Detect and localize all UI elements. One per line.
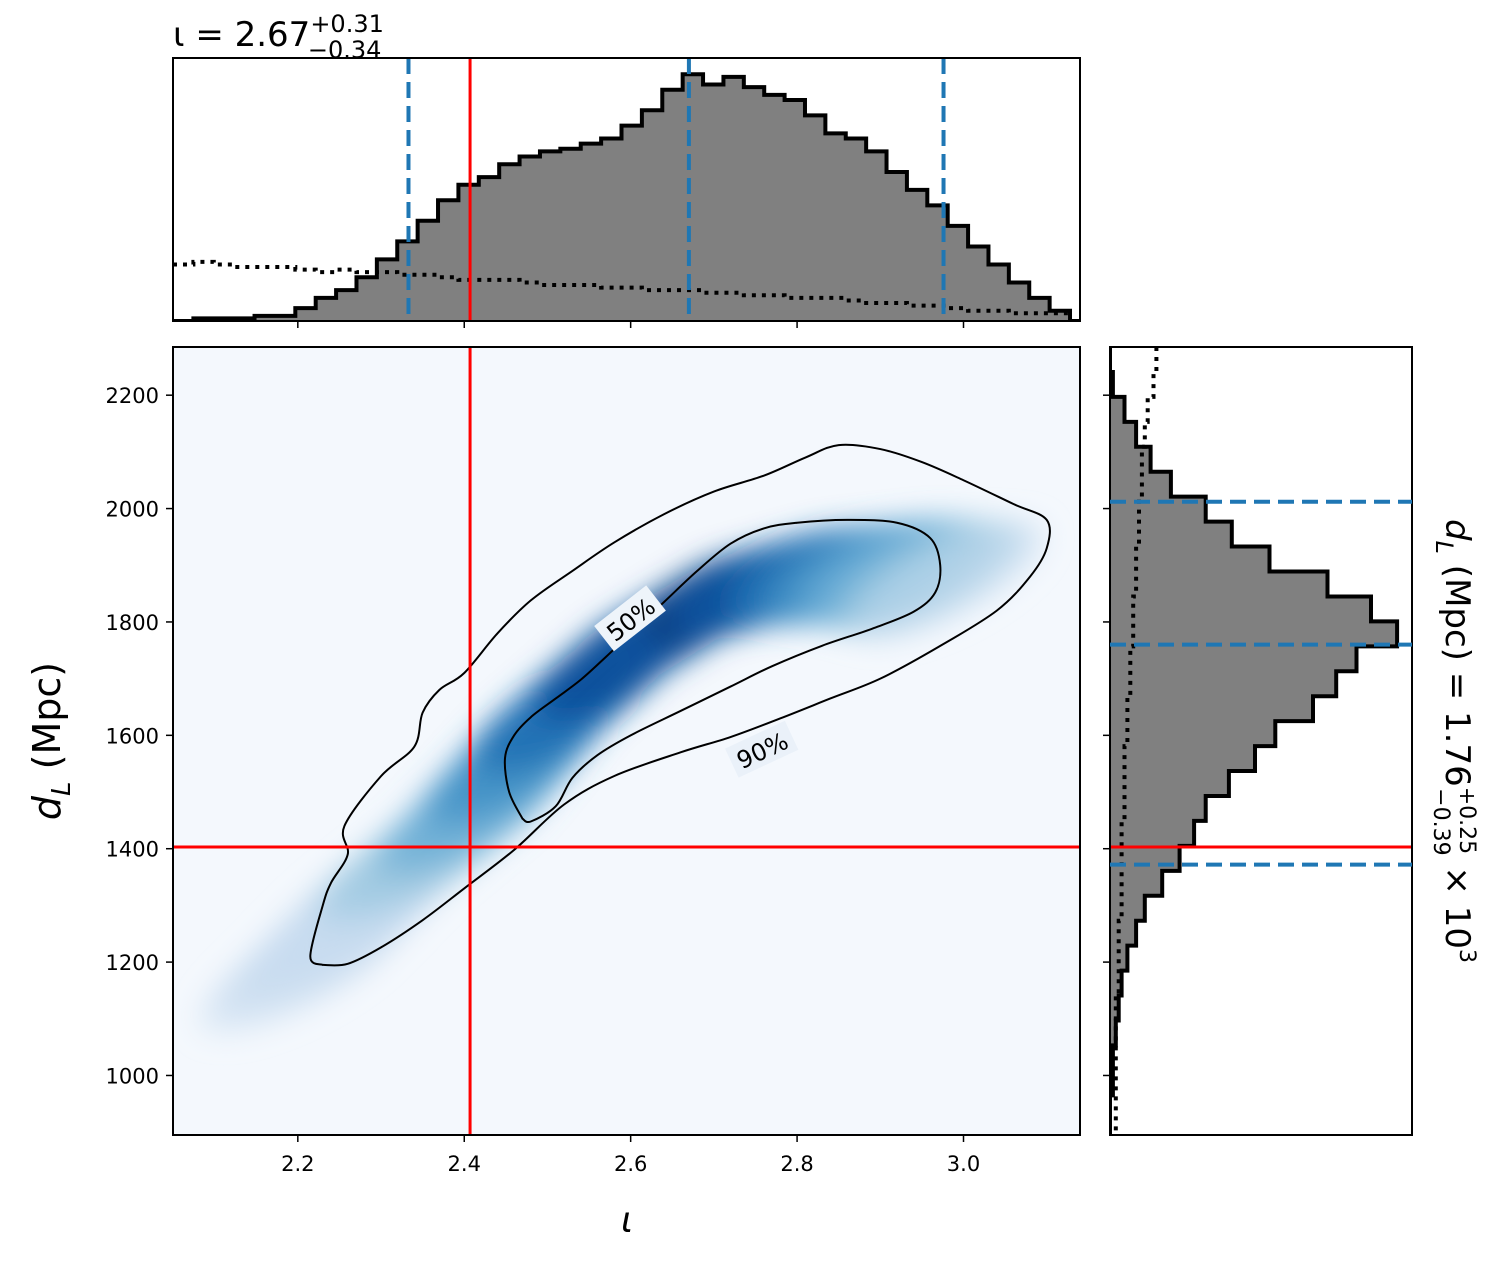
title-iota-value: ι = 2.67 [173, 15, 310, 55]
ylabel-symbol: d [25, 795, 69, 820]
dl-marginal-panel: dL (Mpc) = 1.76+0.25−0.39 × 103 [1103, 346, 1479, 1136]
ylabel-unit: (Mpc) [25, 662, 69, 782]
right-title-subscript: L [1430, 541, 1458, 554]
joint-posterior-frame [172, 346, 1081, 1136]
y-tick-label-6: 2200 [106, 384, 159, 408]
iota-marginal-panel: ι = 2.67+0.31 −0.34 [172, 10, 1081, 328]
iota-marginal-frame [172, 57, 1081, 322]
title-iota-lower-error: −0.34 [308, 36, 382, 64]
x-axis-ticks: 2.2 2.4 2.6 2.8 3.0 [281, 1135, 980, 1176]
x-tick-label-0: 2.2 [281, 1152, 314, 1176]
y-tick-label-4: 1800 [106, 611, 159, 635]
x-axis-label: ι [621, 1200, 633, 1241]
joint-posterior-background [173, 347, 1080, 1135]
dl-posterior-title: dL (Mpc) = 1.76+0.25−0.39 × 103 [1428, 519, 1479, 963]
y-tick-label-2: 1400 [106, 838, 159, 862]
iota-quantile-lines [406, 58, 946, 321]
x-tick-label-4: 3.0 [947, 1152, 980, 1176]
iota-histogram-fill [173, 74, 1080, 321]
right-title-lower-error: −0.39 [1428, 788, 1453, 855]
right-title-exponent: 3 [1454, 949, 1479, 963]
y-axis-ticks: 1000 1200 1400 1600 1800 2000 2200 [106, 384, 173, 1088]
contour-90-percent [309, 443, 1051, 967]
dl-marginal-ticks [1103, 394, 1110, 1077]
dl-quantile-lines [1110, 499, 1412, 867]
iota-marginal-ticks [297, 321, 965, 328]
right-title-symbol: d [1437, 519, 1477, 541]
title-iota-upper-error: +0.31 [310, 10, 384, 38]
contour-50-percent [503, 518, 942, 824]
right-title-upper-error: +0.25 [1454, 787, 1479, 854]
y-tick-label-5: 2000 [106, 498, 159, 522]
x-tick-label-3: 2.8 [780, 1152, 813, 1176]
dl-histogram-outline [1110, 347, 1400, 1135]
y-tick-label-0: 1000 [106, 1064, 159, 1088]
ylabel-subscript: L [47, 781, 77, 796]
iota-histogram-outline [173, 72, 1080, 321]
iota-posterior-title: ι = 2.67+0.31 −0.34 [173, 10, 384, 64]
dl-prior-curve [1113, 347, 1159, 1135]
x-tick-label-1: 2.4 [448, 1152, 481, 1176]
x-tick-label-2: 2.6 [614, 1152, 647, 1176]
density-blob-7-5 [853, 520, 1046, 640]
y-axis-label: dL (Mpc) [25, 662, 77, 820]
y-tick-label-1: 1200 [106, 951, 159, 975]
right-title-multiplier: × 10 [1437, 856, 1477, 949]
iota-prior-curve [173, 259, 1071, 316]
y-tick-label-3: 1600 [106, 724, 159, 748]
joint-posterior-panel: 50% 90% 2.2 2.4 2.6 2.8 3.0 1000120014001600… [25, 346, 1081, 1241]
dl-marginal-frame [1109, 346, 1413, 1136]
dl-histogram-fill [1110, 347, 1398, 1135]
right-title-value: (Mpc) = 1.76 [1437, 554, 1477, 787]
